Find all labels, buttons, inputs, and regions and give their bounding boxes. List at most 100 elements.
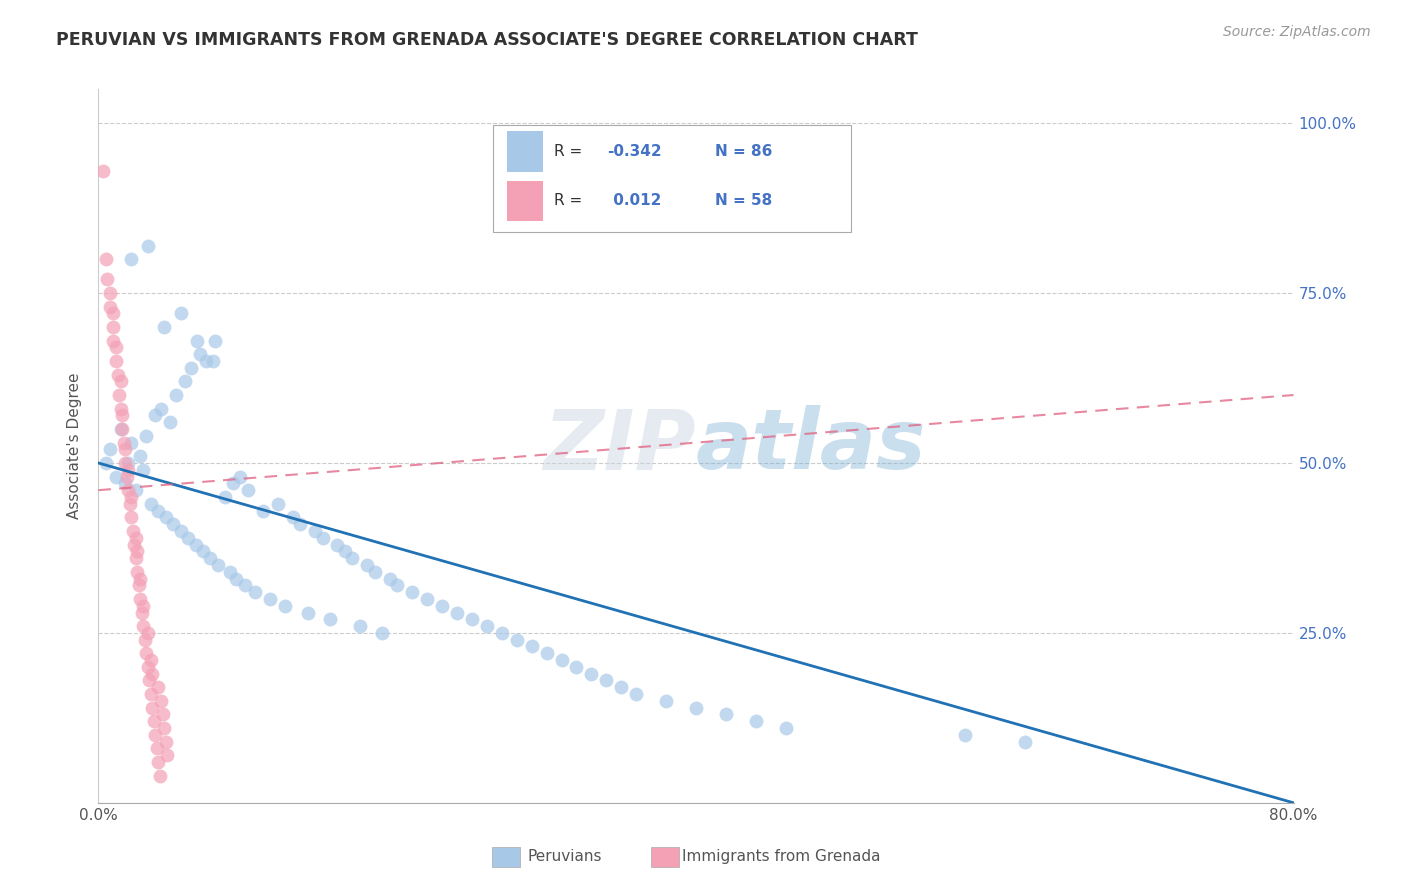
Point — [118, 497, 141, 511]
Point — [184, 537, 207, 551]
Point — [120, 435, 142, 450]
Point — [94, 456, 117, 470]
Point — [169, 306, 191, 320]
Point — [153, 721, 176, 735]
Point — [117, 483, 139, 498]
Text: atlas: atlas — [696, 406, 927, 486]
Point — [94, 252, 117, 266]
Point — [326, 537, 349, 551]
Point — [274, 599, 297, 613]
Point — [124, 537, 146, 551]
Point — [245, 585, 267, 599]
Point — [152, 707, 174, 722]
Point — [506, 632, 529, 647]
Point — [214, 490, 236, 504]
Point — [105, 341, 128, 355]
Point — [155, 734, 177, 748]
Point — [416, 591, 439, 606]
Point — [125, 483, 148, 498]
Point — [103, 306, 125, 320]
Point — [267, 497, 290, 511]
Point — [165, 388, 187, 402]
Point — [150, 401, 173, 416]
Point — [225, 572, 247, 586]
Point — [565, 660, 588, 674]
Y-axis label: Associate's Degree: Associate's Degree — [67, 373, 83, 519]
Point — [356, 558, 378, 572]
Point — [110, 401, 132, 416]
Point — [581, 666, 603, 681]
Point — [115, 469, 138, 483]
Point — [135, 429, 157, 443]
Point — [107, 368, 129, 382]
Point — [626, 687, 648, 701]
Point — [112, 435, 135, 450]
Point — [156, 748, 179, 763]
Point — [132, 619, 155, 633]
Point — [191, 544, 214, 558]
Point — [114, 456, 136, 470]
Point — [135, 646, 157, 660]
Point — [105, 469, 128, 483]
Point — [132, 599, 155, 613]
Point — [120, 490, 142, 504]
Point — [371, 626, 394, 640]
Point — [349, 619, 371, 633]
Point — [120, 510, 142, 524]
Point — [188, 347, 211, 361]
Point — [200, 551, 222, 566]
Point — [174, 375, 197, 389]
Point — [233, 578, 256, 592]
Point — [120, 252, 142, 266]
Point — [141, 666, 163, 681]
Point — [139, 653, 162, 667]
Point — [132, 463, 155, 477]
Point — [136, 238, 159, 252]
Point — [281, 510, 304, 524]
Point — [100, 442, 122, 457]
Point — [149, 769, 172, 783]
Point — [143, 728, 166, 742]
Point — [252, 503, 274, 517]
Point — [100, 286, 122, 301]
Point — [202, 354, 225, 368]
Point — [446, 606, 468, 620]
Point — [364, 565, 387, 579]
Point — [127, 565, 149, 579]
Point — [461, 612, 484, 626]
Point — [378, 572, 401, 586]
Point — [401, 585, 423, 599]
Point — [117, 456, 139, 470]
Point — [304, 524, 326, 538]
Point — [491, 626, 513, 640]
Point — [103, 320, 125, 334]
Point — [714, 707, 737, 722]
Point — [139, 497, 162, 511]
Point — [180, 360, 202, 375]
Point — [745, 714, 768, 729]
Point — [148, 503, 170, 517]
Point — [550, 653, 572, 667]
Text: Immigrants from Grenada: Immigrants from Grenada — [682, 849, 880, 863]
Point — [125, 531, 148, 545]
Point — [138, 673, 160, 688]
Point — [150, 694, 173, 708]
Point — [105, 354, 128, 368]
Point — [259, 591, 281, 606]
Point — [229, 469, 252, 483]
Point — [333, 544, 356, 558]
Point — [610, 680, 633, 694]
Point — [127, 544, 149, 558]
Point — [177, 531, 200, 545]
Point — [219, 565, 242, 579]
Point — [685, 700, 707, 714]
Point — [775, 721, 797, 735]
Point — [134, 632, 156, 647]
Point — [159, 415, 181, 429]
Point — [117, 463, 139, 477]
Point — [100, 300, 122, 314]
Point — [1014, 734, 1036, 748]
Point — [169, 524, 191, 538]
Point — [145, 741, 167, 756]
Point — [288, 517, 311, 532]
